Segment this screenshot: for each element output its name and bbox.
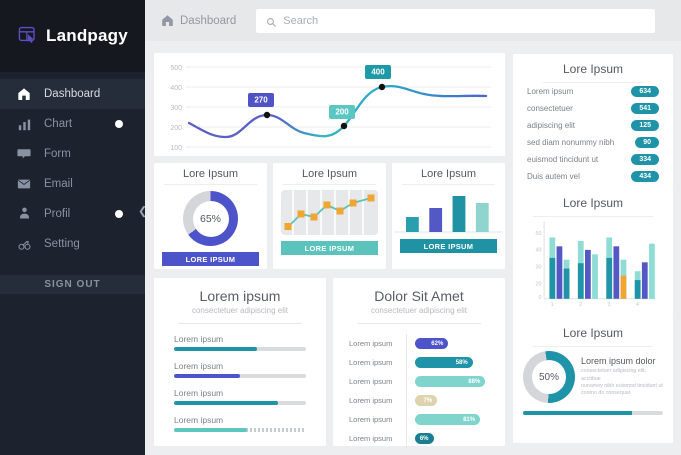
svg-text:20: 20: [536, 281, 542, 287]
svg-text:300: 300: [170, 105, 182, 112]
svg-text:0: 0: [538, 295, 541, 301]
svg-text:400: 400: [371, 68, 385, 77]
svg-text:1: 1: [551, 302, 554, 308]
svg-text:30: 30: [536, 265, 542, 271]
svg-text:200: 200: [170, 125, 182, 132]
svg-text:3: 3: [608, 302, 611, 308]
svg-text:50: 50: [536, 231, 542, 237]
svg-text:500: 500: [170, 65, 182, 72]
svg-text:4: 4: [636, 302, 639, 308]
svg-text:100: 100: [170, 145, 182, 152]
svg-text:40: 40: [536, 248, 542, 254]
svg-text:400: 400: [170, 85, 182, 92]
svg-text:200: 200: [335, 108, 349, 117]
svg-text:2: 2: [579, 302, 582, 308]
svg-text:270: 270: [254, 96, 268, 105]
